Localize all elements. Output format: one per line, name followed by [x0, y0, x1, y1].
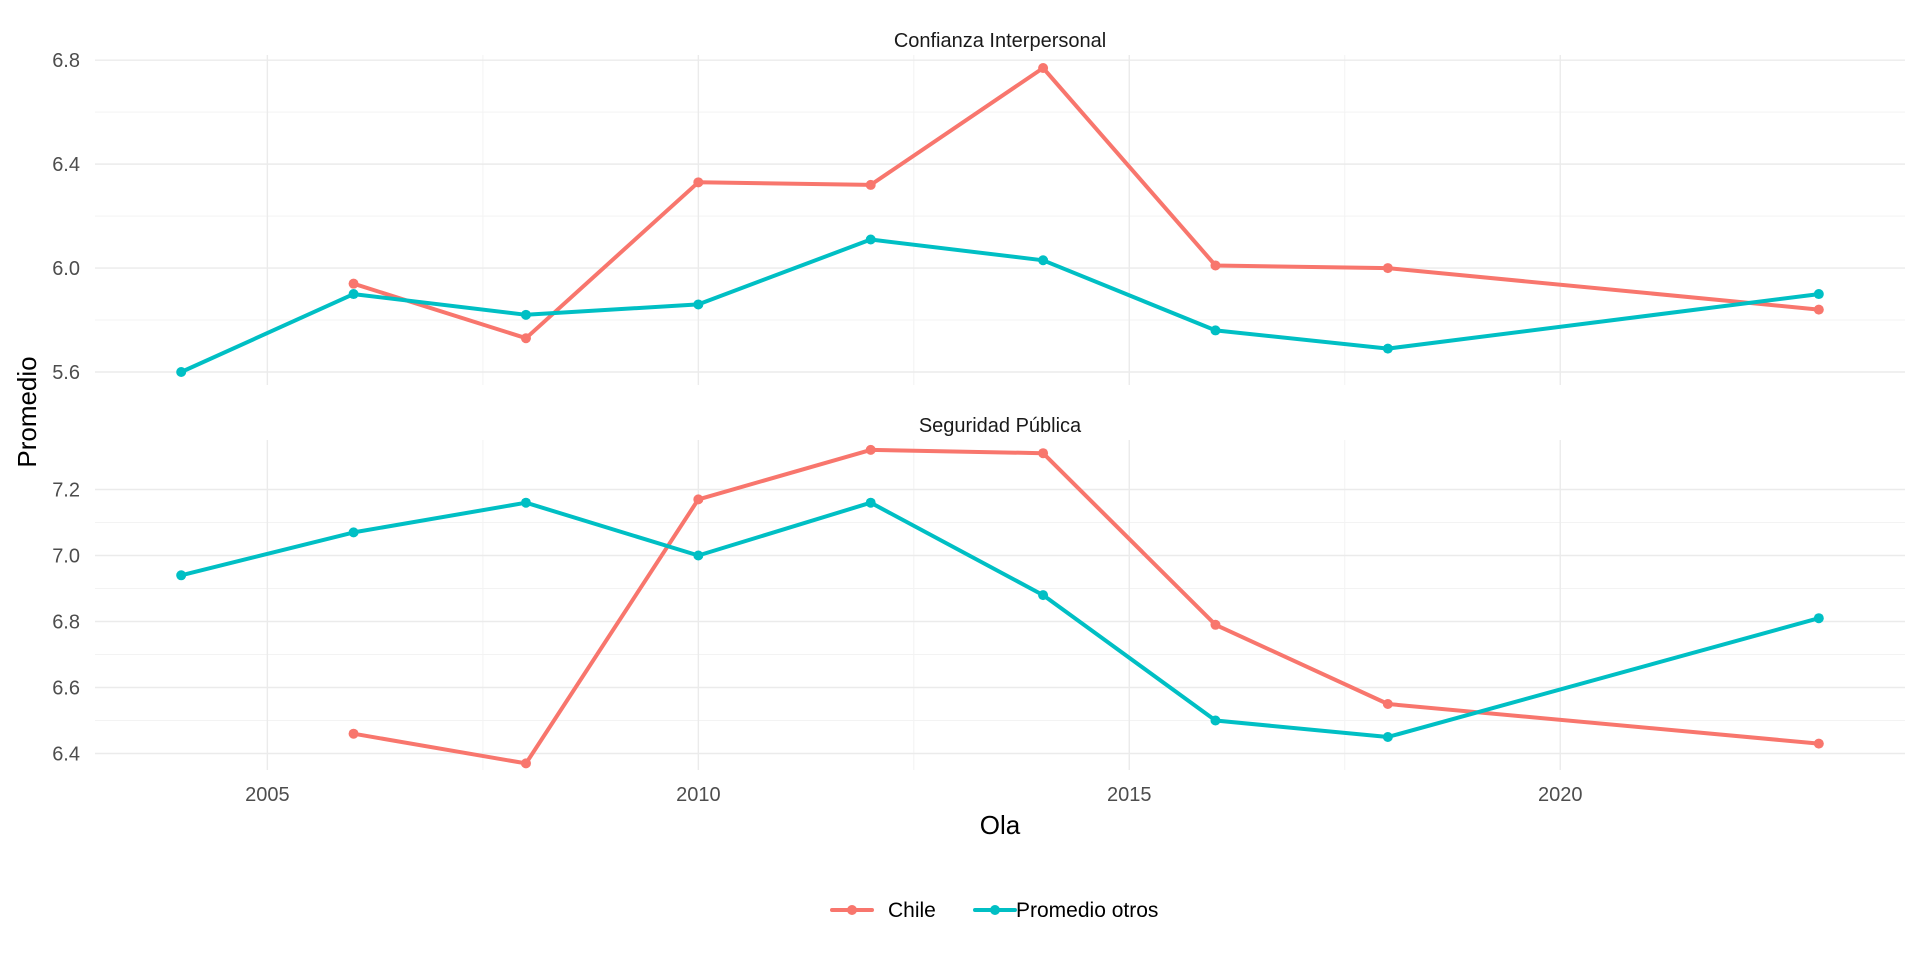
data-point-promedio-otros [1210, 715, 1221, 726]
data-point-promedio-otros [348, 527, 359, 538]
data-point-chile [1813, 738, 1824, 749]
data-point-chile [348, 728, 359, 739]
data-point-chile [1038, 448, 1049, 459]
data-point-promedio-otros [1210, 325, 1221, 336]
data-point-chile [1382, 699, 1393, 709]
data-point-promedio-otros [520, 497, 531, 508]
x-tick-label: 2005 [245, 784, 290, 806]
data-point-chile [1382, 263, 1393, 274]
data-point-promedio-otros [1038, 255, 1049, 266]
x-tick-label: 2020 [1538, 784, 1583, 806]
series-line-chile [351, 66, 1821, 341]
data-point-promedio-otros [1813, 613, 1824, 624]
data-point-promedio-otros [176, 367, 187, 378]
x-tick-label: 2010 [676, 784, 721, 806]
data-point-promedio-otros [520, 309, 531, 320]
data-point-chile [1210, 619, 1221, 630]
legend-key-point [847, 905, 857, 915]
facet-panel-1: 6.4 6.6 6.8 7.0 7.2 Seguridad Pública [52, 415, 1905, 770]
legend-key-point [990, 905, 1000, 915]
y-tick-label: 7.0 [52, 546, 80, 568]
data-point-chile [348, 278, 359, 289]
data-point-promedio-otros [1382, 343, 1393, 354]
data-point-chile [865, 444, 876, 455]
data-point-promedio-otros [693, 550, 704, 561]
series-line-chile [351, 447, 1821, 766]
facet-panel-0: 5.6 6.0 6.4 6.8 Confianza Interpersonal [52, 30, 1905, 385]
data-point-promedio-otros [1813, 289, 1824, 300]
data-point-promedio-otros [176, 570, 187, 581]
data-point-promedio-otros [865, 497, 876, 508]
y-tick-label: 6.8 [52, 50, 80, 72]
legend-label: Chile [888, 899, 936, 922]
series-line-promedio-otros [179, 500, 1821, 739]
data-point-chile [1813, 304, 1824, 315]
y-tick-label: 7.2 [52, 480, 80, 502]
data-point-chile [520, 758, 531, 769]
data-point-chile [693, 177, 704, 188]
y-tick-label: 6.4 [52, 154, 80, 176]
facet-title: Confianza Interpersonal [894, 30, 1106, 52]
x-axis-title: Ola [980, 810, 1021, 840]
legend-label: Promedio otros [1016, 899, 1158, 922]
legend: Chile Promedio otros [830, 899, 1158, 922]
data-point-chile [865, 179, 876, 190]
data-point-promedio-otros [1382, 732, 1393, 742]
data-point-chile [520, 333, 531, 344]
data-point-chile [1210, 260, 1221, 271]
y-tick-label: 6.0 [52, 258, 80, 280]
y-axis-title: Promedio [12, 356, 42, 467]
data-point-promedio-otros [348, 289, 359, 300]
data-point-chile [1038, 62, 1049, 73]
data-point-promedio-otros [693, 299, 704, 310]
x-tick-label: 2015 [1107, 784, 1152, 806]
y-tick-label: 5.6 [52, 362, 80, 384]
y-tick-label: 6.8 [52, 612, 80, 634]
data-point-promedio-otros [865, 234, 876, 245]
facet-title: Seguridad Pública [919, 415, 1082, 437]
data-point-promedio-otros [1038, 590, 1049, 601]
y-tick-label: 6.4 [52, 744, 80, 766]
y-tick-label: 6.6 [52, 678, 80, 700]
data-point-chile [693, 494, 704, 505]
